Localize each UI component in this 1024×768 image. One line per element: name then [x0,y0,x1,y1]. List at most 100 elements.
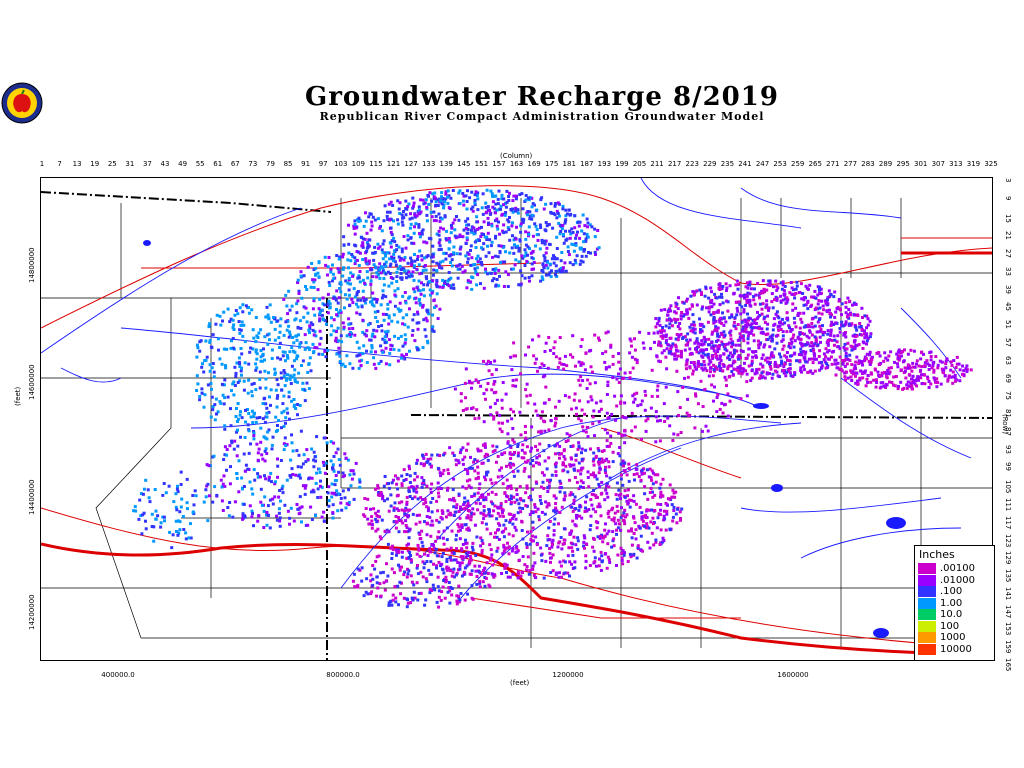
recharge-cell [519,222,523,226]
recharge-cell [709,313,713,317]
recharge-cell [619,528,623,532]
recharge-cell [857,343,861,347]
recharge-cell [231,337,235,340]
recharge-cell [454,236,458,240]
recharge-cell [299,274,303,278]
recharge-cell [484,267,487,271]
recharge-cell [283,350,287,354]
recharge-cell [232,447,236,451]
recharge-cell [612,519,616,523]
recharge-cell [669,309,673,313]
column-tick: 109 [351,160,366,168]
recharge-cell [598,457,601,461]
recharge-cell [524,542,528,546]
recharge-cell [700,339,704,343]
recharge-cell [417,279,421,283]
recharge-cell [658,513,662,516]
recharge-cell [544,500,548,504]
recharge-cell [888,380,891,384]
recharge-cell [313,313,317,317]
recharge-cell [509,208,513,211]
recharge-cell [508,520,512,524]
recharge-cell [388,218,391,222]
recharge-cell [443,200,447,204]
recharge-cell [532,551,536,555]
recharge-cell [400,247,404,251]
recharge-cell [804,343,808,347]
recharge-cell [865,335,869,339]
recharge-cell [397,255,401,259]
recharge-cell [393,304,397,308]
column-tick: 61 [213,160,223,168]
recharge-cell [516,572,520,575]
recharge-cell [321,460,325,464]
recharge-cell [410,216,414,220]
recharge-cell [525,484,529,488]
recharge-cell [443,451,447,455]
recharge-cell [522,499,526,503]
recharge-cell [240,352,244,356]
recharge-cell [413,225,416,229]
recharge-cell [376,273,380,277]
recharge-cell [541,270,545,274]
recharge-cell [424,501,428,504]
recharge-cell [206,482,210,486]
recharge-cell [774,312,778,316]
recharge-cell [419,462,423,466]
recharge-cell [422,502,426,506]
recharge-cell [290,433,293,437]
recharge-cell [760,327,764,331]
recharge-cell [556,201,560,205]
recharge-cell [230,441,234,445]
recharge-cell [312,490,316,494]
row-tick: 141 [1004,586,1012,601]
column-tick: 79 [265,160,275,168]
recharge-cell [541,262,545,266]
recharge-cell [525,259,529,263]
recharge-cell [242,485,246,488]
recharge-cell [557,269,561,273]
recharge-cell [412,489,416,493]
recharge-cell [465,238,469,242]
recharge-cell [913,382,917,386]
recharge-cell [781,338,785,342]
recharge-cell [431,523,435,527]
recharge-cell [302,305,306,309]
recharge-cell [463,496,467,500]
recharge-cell [421,228,425,232]
recharge-cell [521,256,525,260]
recharge-cell [387,314,391,318]
recharge-cell [808,329,812,333]
recharge-cell [437,530,441,534]
recharge-cell [311,307,315,311]
recharge-cell [736,309,740,313]
recharge-cell [714,325,718,329]
recharge-cell [286,509,290,513]
recharge-cell [520,218,524,222]
recharge-cell [476,254,480,258]
recharge-cell [469,207,473,211]
recharge-cell [378,535,382,539]
recharge-cell [493,270,497,274]
recharge-cell [250,487,254,491]
recharge-cell [744,293,748,297]
recharge-cell [431,313,435,317]
recharge-cell [558,444,562,448]
recharge-cell [574,236,578,240]
recharge-cell [818,349,822,353]
recharge-cell [430,328,434,332]
recharge-cell [646,540,650,544]
recharge-cell [210,395,214,399]
recharge-cell [264,447,268,451]
recharge-cell [416,255,420,258]
recharge-cell [470,407,473,411]
recharge-cell [235,430,238,434]
recharge-cell [436,481,440,485]
recharge-cell [842,346,846,349]
recharge-cell [251,512,254,515]
recharge-cell [229,465,232,469]
recharge-cell [539,226,543,229]
recharge-cell [509,355,513,359]
recharge-cell [241,334,245,338]
recharge-cell [296,278,300,282]
